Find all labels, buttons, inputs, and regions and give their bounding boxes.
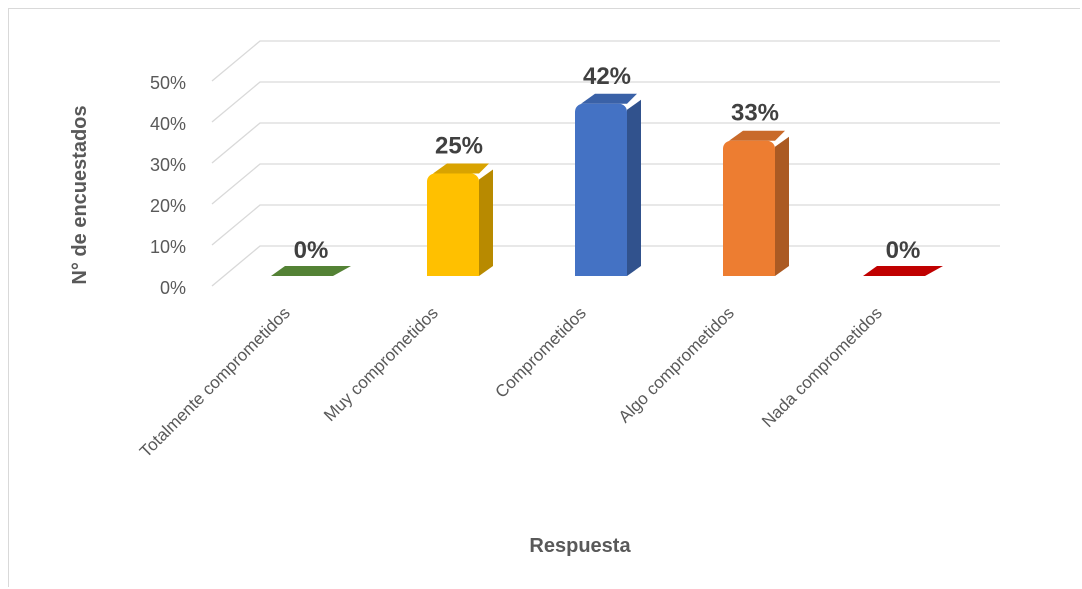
gridline	[211, 81, 1000, 123]
y-tick-label: 10%	[150, 237, 186, 257]
y-tick-label: 30%	[150, 155, 186, 175]
y-axis-ticks: 0% 10% 20% 30% 40% 50%	[150, 73, 186, 298]
y-axis-title: N° de encuestados	[69, 105, 91, 284]
x-category-label: Nada comprometidos	[758, 303, 886, 431]
bars	[271, 93, 943, 276]
y-tick-label: 0%	[160, 278, 186, 298]
x-category-label: Comprometidos	[492, 303, 590, 401]
y-tick-label: 40%	[150, 114, 186, 134]
bar	[427, 163, 493, 276]
bar	[271, 266, 351, 276]
bar	[723, 130, 789, 276]
x-axis-categories: Totalmente comprometidos Muy comprometido…	[136, 303, 886, 461]
x-category-label: Totalmente comprometidos	[136, 303, 294, 461]
chart-frame	[8, 8, 1080, 587]
data-labels: 0% 25% 42% 33% 0%	[294, 63, 921, 264]
y-tick-label: 50%	[150, 73, 186, 93]
data-label: 0%	[886, 237, 921, 264]
bar	[863, 266, 943, 276]
data-label: 42%	[583, 63, 631, 90]
x-category-label: Muy comprometidos	[320, 303, 442, 425]
data-label: 33%	[731, 100, 779, 127]
bar	[575, 93, 641, 276]
gridline	[211, 122, 1000, 164]
data-label: 0%	[294, 237, 329, 264]
x-axis-title: Respuesta	[529, 535, 631, 557]
x-category-label: Algo comprometidos	[615, 303, 738, 426]
gridline	[211, 40, 1000, 82]
y-tick-label: 20%	[150, 196, 186, 216]
data-label: 25%	[435, 133, 483, 160]
